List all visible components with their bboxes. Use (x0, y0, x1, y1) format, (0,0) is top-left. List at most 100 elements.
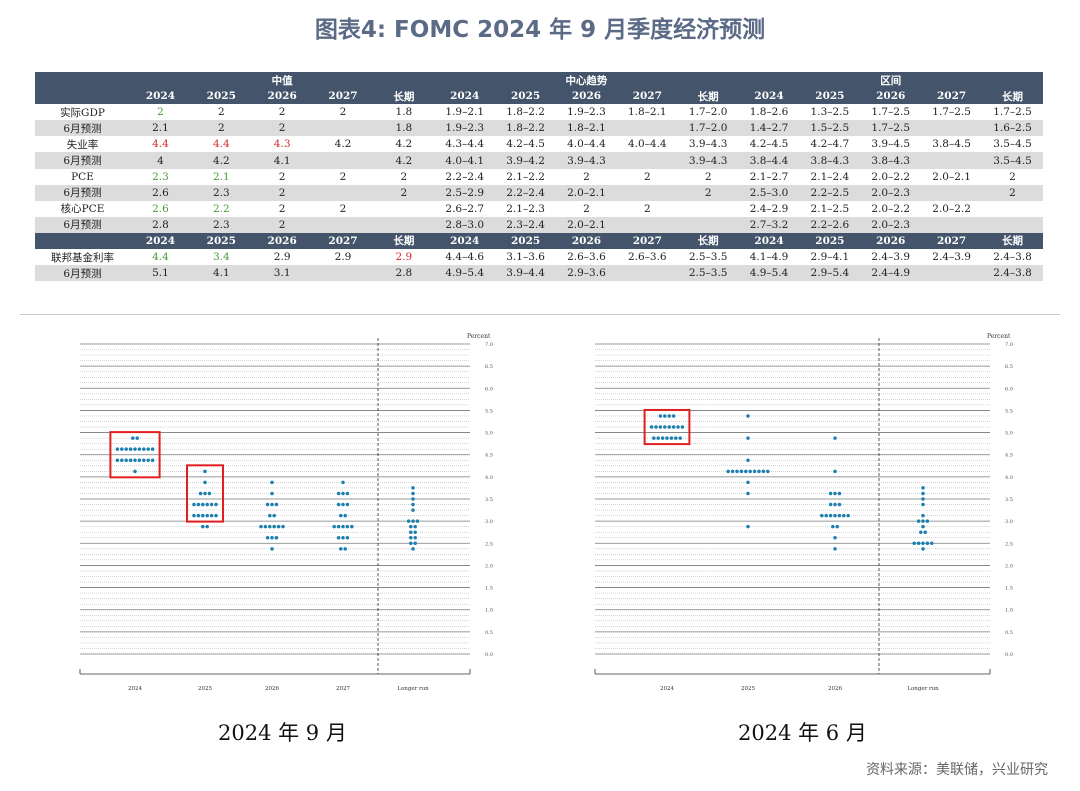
fomc-dot (209, 513, 214, 518)
table-cell: 2.2 (212, 202, 230, 215)
fomc-dot (339, 547, 343, 551)
table-cell: 1.8–2.2 (506, 106, 545, 119)
table-cell: 1.5–2.5 (799, 120, 861, 137)
fomc-dot (820, 513, 824, 518)
table-cell: 2 (217, 106, 225, 119)
fomc-dot (336, 524, 341, 529)
table-cell: 2.6–3.6 (627, 251, 667, 264)
y-tick-label: 5.5 (1005, 408, 1013, 414)
table-cell: 2.6 (130, 184, 191, 201)
table-cell: 2.0–2.3 (860, 184, 922, 201)
y-axis-label: Percent (467, 333, 491, 340)
table-cell: 2.7–3.2 (738, 216, 800, 233)
fomc-dot (921, 486, 925, 490)
fomc-dot (730, 469, 735, 474)
table-corner-cell (35, 72, 130, 89)
table-row-label: 6月预测 (35, 184, 130, 201)
table-cell: 2.0–2.1 (556, 184, 617, 201)
x-tick-label: Longer run (907, 686, 939, 692)
table-cell: 2.9 (395, 251, 413, 264)
table-cell (312, 184, 374, 201)
fomc-dot (833, 436, 837, 440)
table-row-label: 6月预测 (35, 265, 130, 282)
table-cell: 2 (278, 202, 286, 215)
fomc-dot (345, 502, 350, 507)
fomc-dot (411, 519, 415, 523)
table-cell: 1.7–2.5 (993, 106, 1032, 119)
y-tick-label: 6.0 (1005, 386, 1013, 392)
fomc-dot (916, 541, 921, 546)
dot-plot-september: 0.0 0.5 1.0 1.5 2.0 2.5 3.0 3.5 4.0 4.5 5.0 5.5 6.0 6… (79, 333, 493, 692)
fomc-dot (205, 513, 209, 518)
table-row: 失业率 4.4 4.4 4.3 4.2 4.2 4.3–4.4 4.2–4.5 4.0–4.4 4… (35, 136, 1043, 152)
table-year-header: 2026 (556, 232, 617, 250)
fomc-dot (921, 541, 925, 546)
fomc-dot (916, 519, 921, 523)
fomc-dot (345, 524, 350, 529)
table-cell: 1.7–2.0 (688, 106, 728, 119)
y-tick-label: 7.0 (1005, 342, 1013, 348)
fomc-dot (350, 524, 354, 529)
table-year-header: 2025 (495, 232, 557, 250)
table-cell: 1.8–2.1 (627, 106, 667, 119)
table-cell: 2 (251, 216, 313, 233)
table-cell: 2.5–3.5 (677, 265, 739, 282)
y-tick-label: 2.0 (1005, 563, 1013, 569)
fomc-dot (263, 524, 268, 529)
table-cell: 2.5–3.5 (688, 251, 728, 264)
y-axis-label: Percent (987, 333, 1011, 340)
table-cell (312, 152, 374, 169)
table-cell: 2.2–2.6 (799, 216, 861, 233)
table-cell: 4.2–4.5 (749, 138, 789, 151)
table-row-label: 联邦基金利率 (51, 251, 114, 264)
fomc-dot (274, 536, 279, 540)
fomc-dot (671, 414, 676, 418)
fomc-dot (921, 513, 925, 518)
table-cell (678, 201, 739, 217)
fomc-dot (923, 530, 927, 534)
fomc-dot (746, 414, 750, 418)
table-row-label: 实际GDP (60, 106, 105, 119)
fomc-dot (667, 414, 671, 418)
fomc-dot (270, 480, 274, 485)
table-cell (312, 120, 374, 137)
fomc-dot (196, 513, 201, 518)
table-cell: 2.0–2.2 (932, 202, 971, 215)
table-cell (982, 216, 1043, 233)
table-year-header: 长期 (373, 232, 435, 250)
y-tick-label: 3.0 (485, 519, 493, 525)
table-cell: 4.2 (190, 152, 252, 169)
fomc-dot (921, 497, 925, 501)
table-cell: 2.9–5.4 (799, 265, 861, 282)
fomc-dot (128, 458, 133, 462)
fomc-dot (265, 536, 270, 540)
table-cell: 2.6–3.6 (567, 251, 606, 264)
y-tick-label: 4.0 (1005, 475, 1013, 481)
table-cell: 2.2–2.5 (799, 184, 861, 201)
fomc-dot (833, 513, 837, 518)
fomc-dot (150, 458, 155, 462)
fomc-dot (409, 536, 413, 540)
table-row-forecast: 6月预测 2.6 2.3 2 2 2.5–2.9 2.2–2.4 2.0–2.1 2 2.5–3.… (35, 184, 1043, 201)
table-year-header: 长期 (982, 88, 1043, 105)
fomc-dot (192, 513, 196, 518)
fomc-dot (671, 425, 676, 429)
table-year-header: 2027 (921, 232, 983, 250)
fomc-dot (746, 480, 750, 485)
table-cell: 3.8–4.5 (932, 138, 971, 151)
table-cell: 2.5–3.0 (738, 184, 800, 201)
table-group-header-row: 中值 中心趋势 区间 (35, 72, 1043, 89)
fomc-dot (828, 502, 833, 507)
table-cell: 3.9–4.4 (495, 265, 557, 282)
fomc-dot (198, 491, 203, 496)
fomc-dot (649, 425, 654, 429)
fomc-dot (833, 469, 837, 474)
fomc-dot (746, 524, 750, 529)
table-cell: 2.1 (130, 120, 191, 137)
fomc-dot (146, 447, 150, 451)
fomc-dot (833, 536, 837, 540)
fomc-dot (744, 469, 748, 474)
fomc-dot (674, 436, 678, 440)
fomc-dot (131, 436, 135, 440)
table-cell: 3.1 (251, 265, 313, 282)
